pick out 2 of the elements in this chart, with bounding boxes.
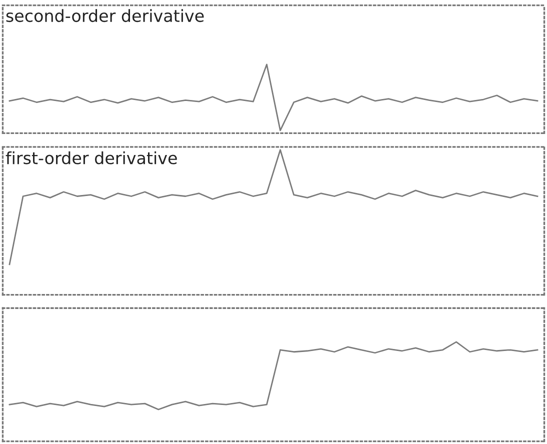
chart-title: first-order derivative: [6, 151, 177, 164]
chart-title: second-order derivative: [6, 9, 204, 22]
